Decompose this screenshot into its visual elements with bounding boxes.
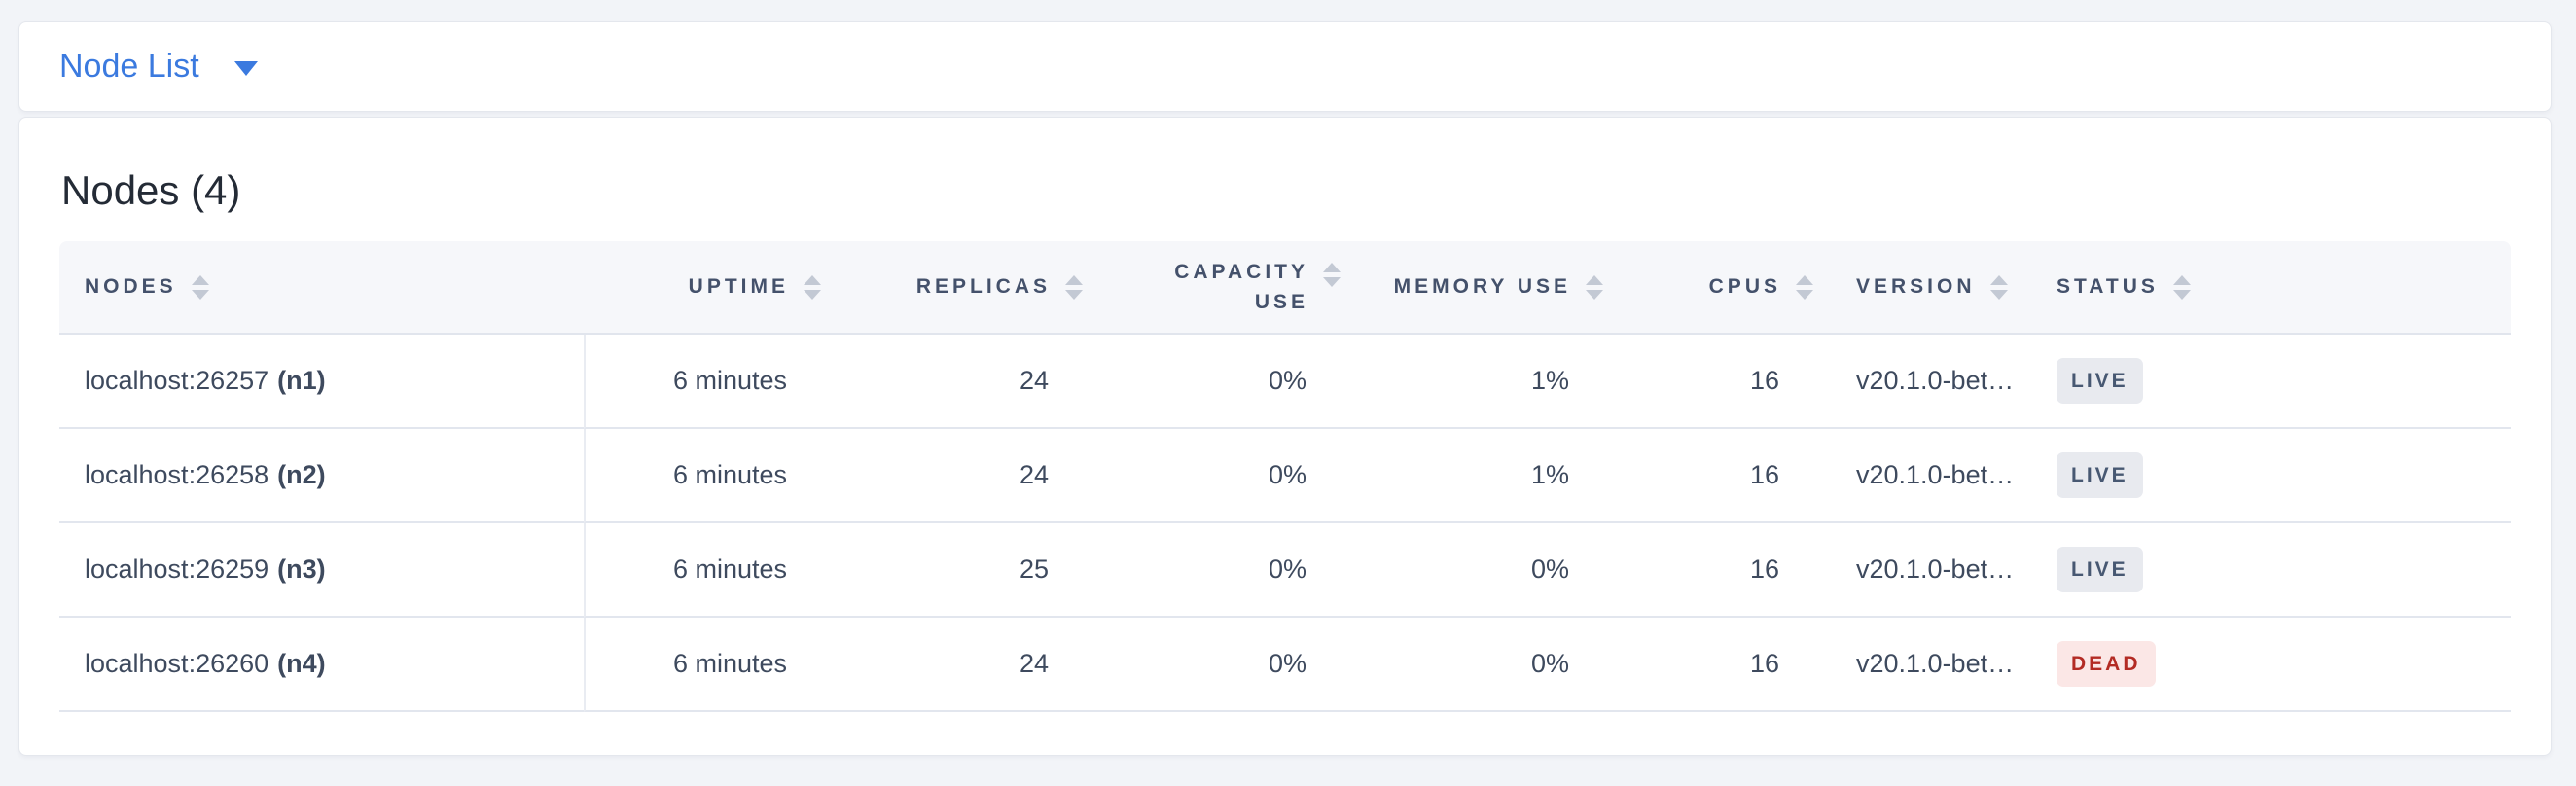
column-header-memory-use[interactable]: MEMORY USE bbox=[1342, 241, 1605, 335]
version-cell: v20.1.0-bet… bbox=[1815, 429, 2033, 523]
replicas-cell: 25 bbox=[823, 523, 1085, 618]
table-row[interactable]: localhost:26259 (n3) 6 minutes 25 0% 0% 1… bbox=[59, 523, 2511, 618]
uptime-cell: 6 minutes bbox=[584, 618, 823, 712]
replicas-cell: 24 bbox=[823, 429, 1085, 523]
column-header-uptime[interactable]: UPTIME bbox=[584, 241, 823, 335]
version-cell: v20.1.0-bet… bbox=[1815, 335, 2033, 429]
page: Node List Nodes (4) NODES UPTIME bbox=[18, 21, 2552, 756]
view-selector-dropdown[interactable]: Node List bbox=[59, 48, 258, 86]
table-row[interactable]: localhost:26260 (n4) 6 minutes 24 0% 0% 1… bbox=[59, 618, 2511, 712]
table-row[interactable]: localhost:26258 (n2) 6 minutes 24 0% 1% 1… bbox=[59, 429, 2511, 523]
column-label: MEMORY USE bbox=[1393, 275, 1571, 299]
cpus-cell: 16 bbox=[1605, 429, 1815, 523]
uptime-cell: 6 minutes bbox=[584, 429, 823, 523]
node-address: localhost:26258 bbox=[85, 460, 269, 489]
chevron-down-icon bbox=[233, 61, 258, 76]
view-selector-label: Node List bbox=[59, 48, 199, 85]
capacity-use-cell: 0% bbox=[1085, 618, 1342, 712]
replicas-cell: 24 bbox=[823, 618, 1085, 712]
uptime-cell: 6 minutes bbox=[584, 523, 823, 618]
node-address: localhost:26260 bbox=[85, 649, 269, 678]
capacity-use-cell: 0% bbox=[1085, 429, 1342, 523]
nodes-heading: Nodes (4) bbox=[61, 167, 241, 213]
sort-icon[interactable] bbox=[1065, 274, 1083, 300]
sort-icon[interactable] bbox=[1796, 274, 1813, 300]
nodes-card: Nodes (4) NODES UPTIME REPLICAS bbox=[18, 117, 2552, 756]
memory-use-cell: 0% bbox=[1342, 523, 1605, 618]
cpus-cell: 16 bbox=[1605, 335, 1815, 429]
column-label: NODES bbox=[85, 275, 177, 299]
version-cell: v20.1.0-bet… bbox=[1815, 618, 2033, 712]
cpus-cell: 16 bbox=[1605, 523, 1815, 618]
column-label: CPUS bbox=[1708, 275, 1781, 299]
column-header-replicas[interactable]: REPLICAS bbox=[823, 241, 1085, 335]
memory-use-cell: 1% bbox=[1342, 335, 1605, 429]
memory-use-cell: 1% bbox=[1342, 429, 1605, 523]
node-address: localhost:26259 bbox=[85, 554, 269, 584]
version-cell: v20.1.0-bet… bbox=[1815, 523, 2033, 618]
view-selector-bar: Node List bbox=[18, 21, 2552, 112]
column-label: REPLICAS bbox=[915, 275, 1051, 299]
column-label: STATUS bbox=[2057, 275, 2159, 299]
column-label: UPTIME bbox=[688, 275, 789, 299]
sort-icon[interactable] bbox=[1323, 262, 1341, 287]
status-badge: LIVE bbox=[2057, 547, 2143, 592]
table-header-row: NODES UPTIME REPLICAS CAPACITY USE MEMOR… bbox=[59, 241, 2511, 335]
table-row[interactable]: localhost:26257 (n1) 6 minutes 24 0% 1% 1… bbox=[59, 335, 2511, 429]
sort-icon[interactable] bbox=[2172, 274, 2191, 300]
column-header-version[interactable]: VERSION bbox=[1815, 241, 2033, 335]
node-address: localhost:26257 bbox=[85, 366, 269, 395]
capacity-use-cell: 0% bbox=[1085, 335, 1342, 429]
column-label: VERSION bbox=[1856, 275, 1976, 299]
node-id: (n1) bbox=[277, 366, 326, 395]
column-header-nodes[interactable]: NODES bbox=[59, 241, 584, 335]
capacity-use-cell: 0% bbox=[1085, 523, 1342, 618]
sort-icon[interactable] bbox=[1586, 274, 1603, 300]
status-badge: LIVE bbox=[2057, 358, 2143, 404]
node-id: (n4) bbox=[277, 649, 326, 678]
memory-use-cell: 0% bbox=[1342, 618, 1605, 712]
column-header-status[interactable]: STATUS bbox=[2033, 241, 2511, 335]
column-header-cpus[interactable]: CPUS bbox=[1605, 241, 1815, 335]
column-label: CAPACITY USE bbox=[1174, 260, 1308, 314]
sort-icon[interactable] bbox=[191, 274, 209, 300]
uptime-cell: 6 minutes bbox=[584, 335, 823, 429]
node-id: (n3) bbox=[277, 554, 326, 584]
column-header-capacity-use[interactable]: CAPACITY USE bbox=[1085, 241, 1342, 335]
cpus-cell: 16 bbox=[1605, 618, 1815, 712]
sort-icon[interactable] bbox=[804, 274, 821, 300]
status-badge: DEAD bbox=[2057, 641, 2156, 687]
sort-icon[interactable] bbox=[1989, 274, 2008, 300]
replicas-cell: 24 bbox=[823, 335, 1085, 429]
node-list-table: NODES UPTIME REPLICAS CAPACITY USE MEMOR… bbox=[59, 241, 2511, 712]
node-id: (n2) bbox=[277, 460, 326, 489]
status-badge: LIVE bbox=[2057, 452, 2143, 498]
